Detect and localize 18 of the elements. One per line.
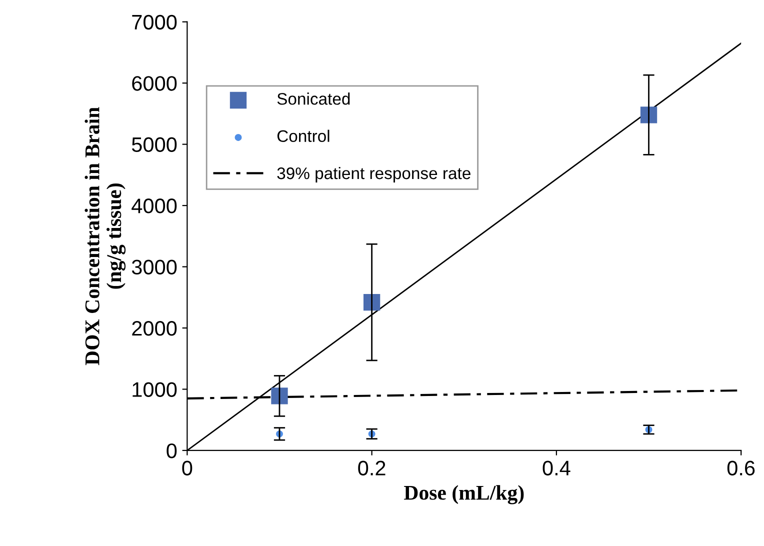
y-tick-label: 7000	[132, 14, 177, 30]
y-tick-label: 6000	[132, 76, 177, 91]
y-tick-label: 1000	[132, 382, 177, 397]
legend-label: 39% patient response rate	[277, 166, 470, 182]
legend-label: Control	[277, 130, 330, 142]
y-tick-label: 3000	[132, 260, 177, 275]
y-tick-label: 4000	[132, 198, 177, 214]
y-tick-label: 0	[166, 443, 177, 458]
x-tick-label: 0	[182, 460, 192, 476]
legend-label: Sonicated	[277, 92, 350, 105]
x-tick-label: 0.6	[727, 460, 755, 476]
y-tick-label: 5000	[132, 137, 177, 152]
y-axis-title: DOX Concentration in Brain (ng/g tissue)	[84, 107, 126, 366]
x-tick-label: 0.4	[542, 460, 570, 476]
x-tick-label: 0.2	[358, 460, 386, 476]
y-tick-label: 2000	[132, 320, 177, 336]
point	[271, 388, 288, 404]
x-axis-title: Dose (mL/kg)	[404, 485, 524, 504]
